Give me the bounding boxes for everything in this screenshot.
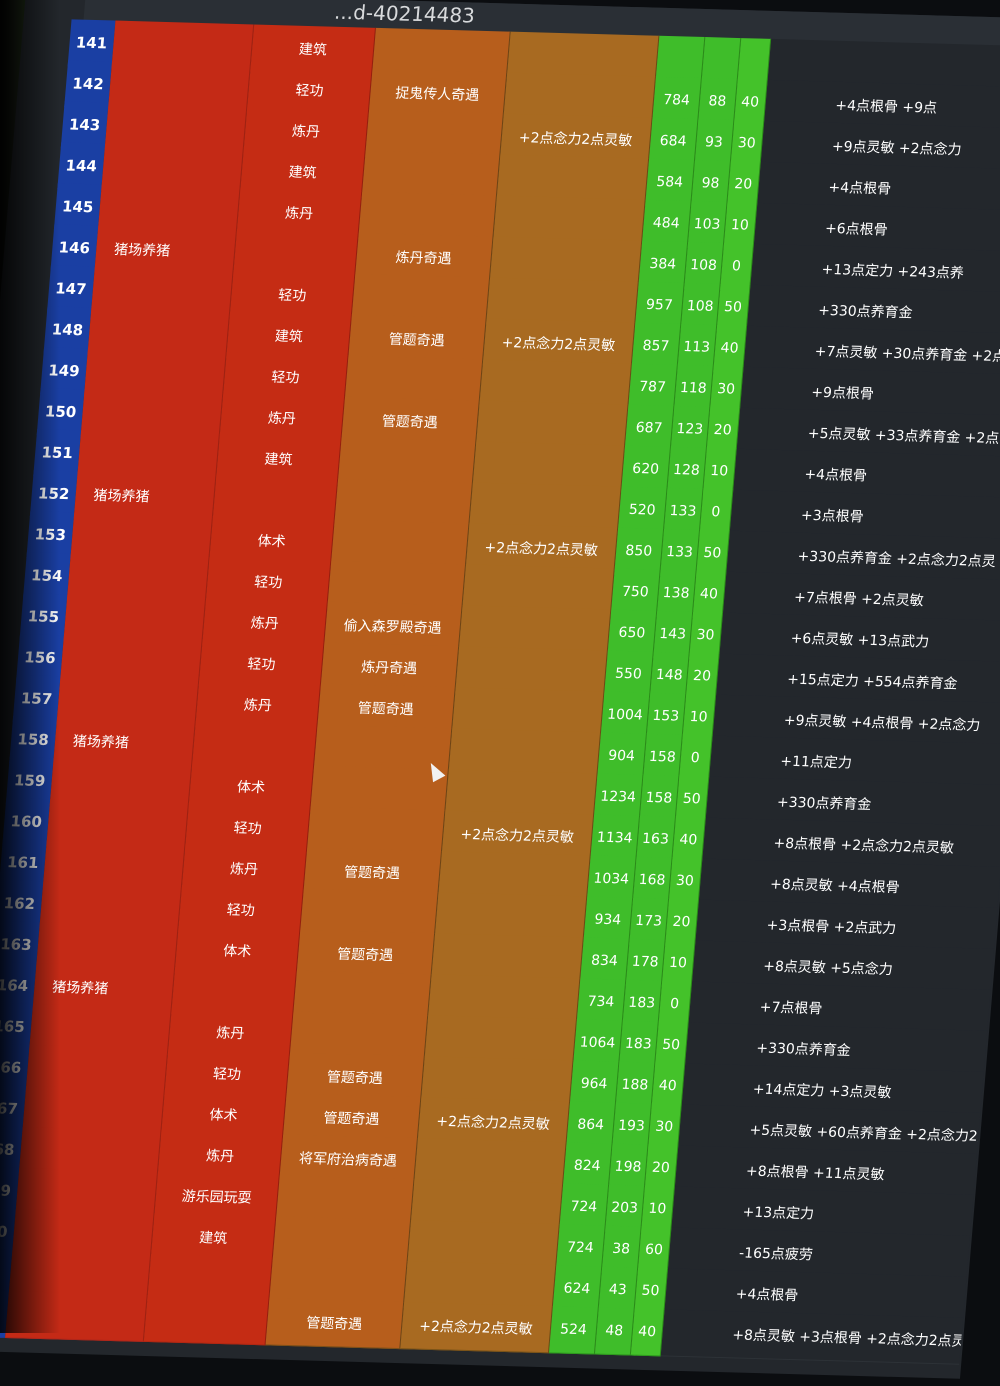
- window-title: ...d-40214483: [333, 0, 476, 28]
- cell-col-a[interactable]: [4, 1291, 149, 1342]
- cell-col-h[interactable]: +8点灵敏 +3点根骨 +2点念力2点灵敏: [660, 1309, 964, 1365]
- cell-col-b[interactable]: [144, 1294, 270, 1346]
- cell-col-c[interactable]: 管题奇遇: [265, 1298, 404, 1350]
- cell-col-d[interactable]: +2点念力2点灵敏: [399, 1302, 553, 1354]
- cell-col-f[interactable]: 48: [594, 1307, 635, 1356]
- cell-col-e[interactable]: 524: [549, 1306, 599, 1355]
- cell-col-g[interactable]: 40: [630, 1308, 665, 1357]
